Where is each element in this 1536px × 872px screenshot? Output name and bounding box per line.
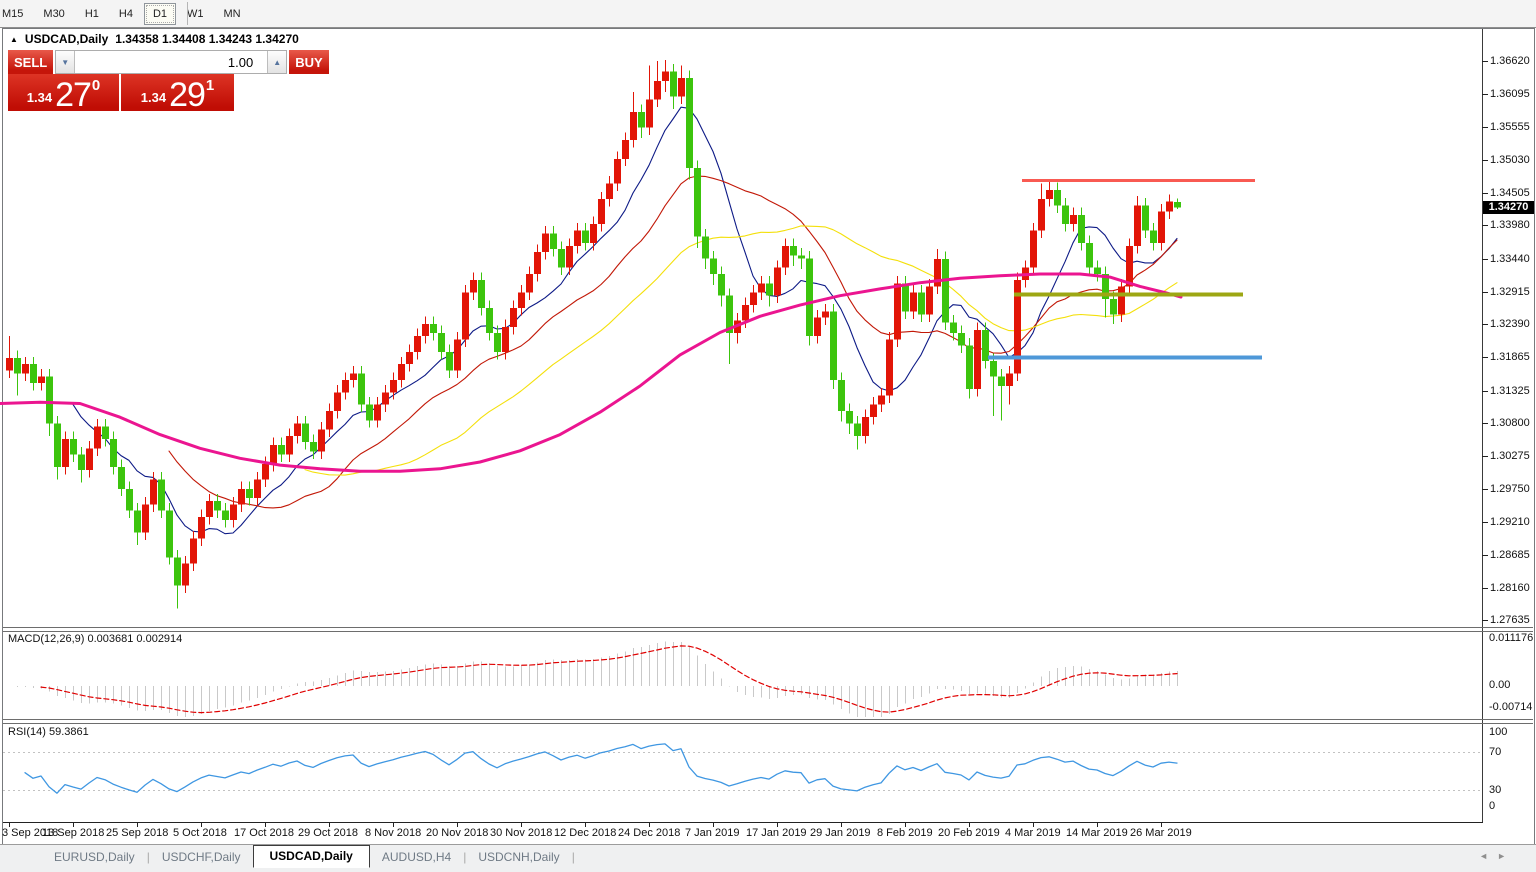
ask-big-digits: 29 [169, 75, 206, 114]
timeframe-button-h1[interactable]: H1 [76, 3, 108, 25]
rsi-axis-label: 30 [1489, 784, 1502, 796]
price-axis-label: 1.36620 [1490, 55, 1530, 67]
tab-scroll-arrows: ◄ ► [1479, 851, 1506, 861]
timeframe-button-h4[interactable]: H4 [110, 3, 142, 25]
timeframe-button-m30[interactable]: M30 [34, 3, 73, 25]
price-axis-border [1482, 29, 1483, 822]
tab-audusd-h4[interactable]: AUDUSD,H4 [381, 850, 452, 864]
date-label: 25 Sep 2018 [106, 827, 169, 839]
price-axis-label: 1.35030 [1490, 154, 1530, 166]
date-label: 20 Feb 2019 [938, 827, 1000, 839]
tab-separator: | [463, 850, 467, 864]
date-label: 24 Dec 2018 [618, 827, 681, 839]
chart-window-frame [2, 28, 1535, 846]
date-label: 29 Oct 2018 [298, 827, 358, 839]
date-label: 14 Mar 2019 [1066, 827, 1128, 839]
price-axis-label: 1.28160 [1490, 582, 1530, 594]
date-label: 13 Sep 2018 [42, 827, 105, 839]
rsi-axis-label: 0 [1489, 800, 1496, 812]
chart-symbol-label: USDCAD,Daily [24, 32, 109, 46]
chart-tabs-bar: EURUSD,Daily | USDCHF,Daily USDCAD,Daily AUD… [0, 844, 1536, 872]
timeframe-toolbar: M15 M30 H1 H4 D1 W1 MN [0, 0, 1536, 28]
volume-decrease-icon[interactable]: ▼ [56, 51, 76, 73]
price-axis-label: 1.30800 [1490, 417, 1530, 429]
timeframe-button-d1[interactable]: D1 [143, 2, 176, 25]
toolbar-separator [187, 2, 188, 25]
date-label: 30 Nov 2018 [490, 827, 553, 839]
timeframe-buttons: M15 M30 H1 H4 D1 W1 MN [0, 2, 251, 25]
rsi-axis-label: 100 [1489, 726, 1508, 738]
timeframe-button-mn[interactable]: MN [215, 3, 250, 25]
bid-prefix: 1.34 [26, 90, 53, 105]
date-label: 8 Nov 2018 [365, 827, 422, 839]
volume-input[interactable] [75, 51, 268, 73]
timeframe-button-m15[interactable]: M15 [0, 3, 32, 25]
one-click-trading-panel: SELL ▼ ▲ BUY 1.34 27 0 1.34 29 1 [8, 50, 329, 114]
panel-divider-rsi-bottom[interactable] [3, 723, 1533, 724]
trade-panel-quotes: 1.34 27 0 1.34 29 1 [8, 74, 234, 114]
volume-spinner: ▼ ▲ [55, 50, 288, 74]
price-axis-label: 1.29210 [1490, 516, 1530, 528]
date-label: 7 Jan 2019 [685, 827, 740, 839]
price-axis-label: 1.31865 [1490, 351, 1530, 363]
rsi-axis-label: 70 [1489, 746, 1502, 758]
macd-axis-label: 0.011176 [1489, 632, 1534, 644]
collapse-panel-icon[interactable]: ▲ [10, 34, 18, 44]
bid-quote-button[interactable]: 1.34 27 0 [8, 74, 119, 114]
price-axis-label: 1.27635 [1490, 614, 1530, 626]
price-axis-label: 1.33440 [1490, 253, 1530, 265]
price-axis-label: 1.30275 [1490, 450, 1530, 462]
bid-big-digits: 27 [55, 75, 92, 114]
panel-divider-rsi-top[interactable] [3, 719, 1533, 720]
price-axis-label: 1.36095 [1490, 88, 1530, 100]
trade-panel-top-row: SELL ▼ ▲ BUY [8, 50, 329, 74]
buy-button[interactable]: BUY [289, 50, 329, 74]
date-label: 5 Oct 2018 [173, 827, 227, 839]
chart-title: ▲ USDCAD,Daily 1.34358 1.34408 1.34243 1… [10, 32, 299, 46]
date-label: 17 Oct 2018 [234, 827, 294, 839]
date-label: 12 Dec 2018 [554, 827, 617, 839]
tab-separator: | [146, 850, 150, 864]
volume-increase-icon[interactable]: ▲ [267, 51, 287, 73]
bid-sup-digit: 0 [91, 77, 101, 94]
macd-axis-label: -0.00714 [1489, 701, 1533, 713]
panel-divider-macd-bottom[interactable] [3, 631, 1533, 632]
time-axis-border [3, 822, 1483, 823]
ask-sup-digit: 1 [205, 77, 215, 94]
date-label: 20 Nov 2018 [426, 827, 489, 839]
date-label: 17 Jan 2019 [746, 827, 807, 839]
price-axis-label: 1.33980 [1490, 219, 1530, 231]
sell-button[interactable]: SELL [8, 50, 54, 74]
tab-scroll-left-icon[interactable]: ◄ [1479, 851, 1489, 861]
date-label: 8 Feb 2019 [877, 827, 933, 839]
chart-ohlc-values: 1.34358 1.34408 1.34243 1.34270 [115, 32, 299, 46]
date-label: 26 Mar 2019 [1130, 827, 1192, 839]
tab-scroll-right-icon[interactable]: ► [1497, 851, 1506, 861]
date-label: 3 Sep 2018 [2, 827, 59, 839]
timeframe-button-w1[interactable]: W1 [178, 3, 213, 25]
price-axis-label: 1.35555 [1490, 121, 1530, 133]
tab-separator: | [571, 850, 575, 864]
price-axis-label: 1.32915 [1490, 286, 1530, 298]
tab-eurusd-daily[interactable]: EURUSD,Daily [54, 850, 135, 864]
macd-axis-label: 0.00 [1489, 679, 1511, 691]
tab-usdchf-daily[interactable]: USDCHF,Daily [161, 850, 241, 864]
price-axis-label: 1.32390 [1490, 318, 1530, 330]
date-label: 29 Jan 2019 [810, 827, 871, 839]
price-axis-label: 1.29750 [1490, 483, 1530, 495]
price-axis-label: 1.31325 [1490, 385, 1530, 397]
ask-quote-button[interactable]: 1.34 29 1 [121, 74, 234, 114]
macd-header: MACD(12,26,9) 0.003681 0.002914 [8, 633, 183, 645]
rsi-header: RSI(14) 59.3861 [8, 726, 89, 738]
price-axis-label: 1.34505 [1490, 187, 1530, 199]
tab-usdcad-daily[interactable]: USDCAD,Daily [252, 845, 370, 868]
tab-usdcnh-daily[interactable]: USDCNH,Daily [478, 850, 560, 864]
panel-divider-macd-top[interactable] [3, 627, 1533, 628]
date-label: 4 Mar 2019 [1005, 827, 1061, 839]
current-price-tag: 1.34270 [1483, 201, 1534, 214]
ask-prefix: 1.34 [140, 90, 167, 105]
price-axis-label: 1.28685 [1490, 549, 1530, 561]
